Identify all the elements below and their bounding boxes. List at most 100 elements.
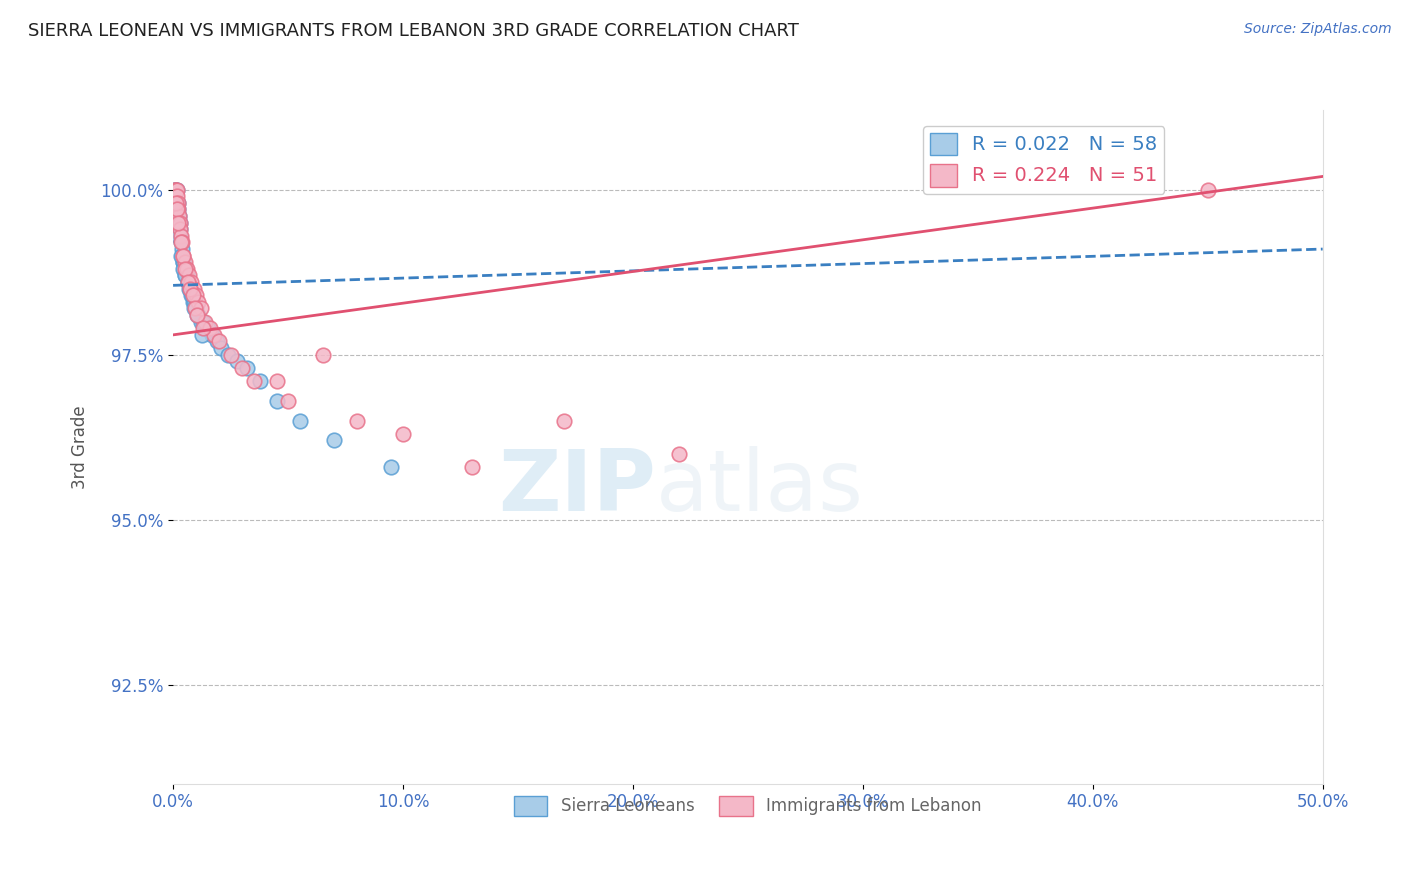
Point	[169, 216, 191, 230]
Point	[166, 195, 188, 210]
Point	[184, 301, 207, 316]
Point	[177, 275, 200, 289]
Point	[167, 209, 190, 223]
Point	[197, 321, 219, 335]
Point	[163, 202, 186, 217]
Point	[174, 261, 197, 276]
Point	[191, 315, 214, 329]
Text: atlas: atlas	[655, 446, 863, 529]
Point	[323, 434, 346, 448]
Point	[190, 315, 212, 329]
Point	[172, 249, 194, 263]
Point	[392, 426, 415, 441]
Point	[173, 255, 195, 269]
Point	[167, 202, 190, 217]
Point	[1197, 183, 1219, 197]
Point	[165, 183, 187, 197]
Point	[186, 308, 208, 322]
Point	[266, 393, 288, 408]
Point	[166, 202, 188, 217]
Point	[179, 282, 201, 296]
Point	[194, 321, 217, 335]
Text: ZIP: ZIP	[498, 446, 655, 529]
Point	[174, 268, 197, 283]
Point	[166, 183, 188, 197]
Point	[167, 195, 190, 210]
Point	[177, 275, 200, 289]
Point	[194, 315, 217, 329]
Point	[180, 288, 202, 302]
Point	[184, 301, 207, 316]
Point	[191, 321, 214, 335]
Point	[170, 228, 193, 243]
Point	[166, 189, 188, 203]
Point	[183, 301, 205, 316]
Point	[166, 195, 188, 210]
Point	[169, 235, 191, 250]
Point	[179, 282, 201, 296]
Point	[176, 268, 198, 283]
Point	[174, 261, 197, 276]
Point	[346, 414, 368, 428]
Point	[184, 301, 207, 316]
Point	[184, 288, 207, 302]
Point	[461, 459, 484, 474]
Point	[204, 327, 226, 342]
Point	[176, 261, 198, 276]
Point	[242, 374, 264, 388]
Point	[176, 275, 198, 289]
Point	[266, 374, 288, 388]
Point	[172, 255, 194, 269]
Point	[186, 308, 208, 322]
Point	[163, 183, 186, 197]
Point	[165, 183, 187, 197]
Point	[231, 360, 253, 375]
Point	[179, 282, 201, 296]
Point	[183, 294, 205, 309]
Point	[163, 189, 186, 203]
Point	[169, 228, 191, 243]
Point	[217, 348, 239, 362]
Point	[311, 348, 333, 362]
Point	[169, 222, 191, 236]
Point	[191, 327, 214, 342]
Point	[235, 360, 257, 375]
Point	[169, 216, 191, 230]
Point	[166, 216, 188, 230]
Legend: Sierra Leoneans, Immigrants from Lebanon: Sierra Leoneans, Immigrants from Lebanon	[508, 789, 988, 822]
Point	[180, 275, 202, 289]
Point	[249, 374, 271, 388]
Point	[174, 261, 197, 276]
Point	[187, 308, 209, 322]
Point	[553, 414, 575, 428]
Point	[172, 235, 194, 250]
Point	[165, 183, 187, 197]
Point	[167, 216, 190, 230]
Point	[205, 334, 228, 349]
Point	[179, 268, 201, 283]
Point	[165, 183, 187, 197]
Point	[172, 261, 194, 276]
Point	[183, 282, 205, 296]
Point	[166, 202, 188, 217]
Point	[181, 288, 204, 302]
Point	[170, 242, 193, 256]
Point	[380, 459, 402, 474]
Text: SIERRA LEONEAN VS IMMIGRANTS FROM LEBANON 3RD GRADE CORRELATION CHART: SIERRA LEONEAN VS IMMIGRANTS FROM LEBANO…	[28, 22, 799, 40]
Point	[167, 209, 190, 223]
Point	[198, 321, 221, 335]
Point	[209, 341, 232, 355]
Point	[668, 447, 690, 461]
Y-axis label: 3rd Grade: 3rd Grade	[72, 405, 89, 489]
Point	[172, 249, 194, 263]
Point	[165, 195, 187, 210]
Point	[166, 183, 188, 197]
Point	[179, 282, 201, 296]
Point	[277, 393, 299, 408]
Point	[190, 301, 212, 316]
Point	[172, 255, 194, 269]
Point	[170, 235, 193, 250]
Point	[173, 261, 195, 276]
Point	[173, 268, 195, 283]
Point	[208, 334, 231, 349]
